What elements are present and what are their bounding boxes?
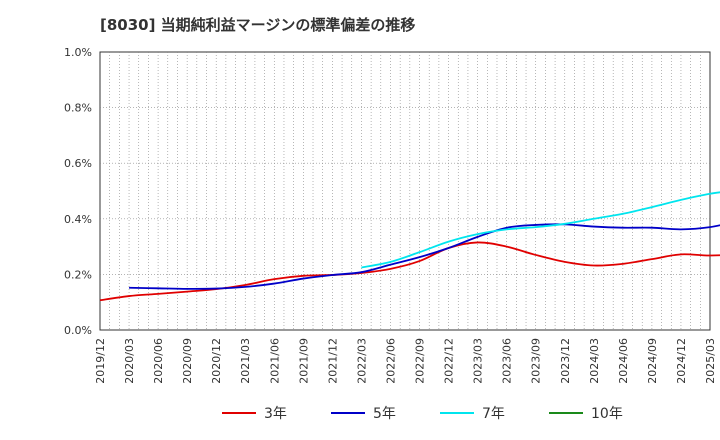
x-tick-label: 2023/06 [501, 338, 514, 384]
x-tick-label: 2021/12 [326, 338, 339, 384]
x-tick-label: 2024/09 [646, 338, 659, 384]
x-tick-label: 2025/03 [704, 338, 717, 384]
series-lines [99, 191, 720, 302]
series-7y-line [361, 191, 720, 269]
y-tick-label: 0.4% [64, 213, 92, 226]
x-tick-label: 2024/03 [588, 338, 601, 384]
x-tick-label: 2021/03 [239, 338, 252, 384]
y-tick-label: 0.0% [64, 324, 92, 337]
plot-area [99, 51, 711, 331]
y-axis: 0.0% 0.2% 0.4% 0.6% 0.8% 1.0% [64, 46, 92, 337]
y-tick-label: 0.6% [64, 157, 92, 170]
x-tick-label: 2023/09 [530, 338, 543, 384]
y-tick-label: 1.0% [64, 46, 92, 59]
chart-title: [8030] 当期純利益マージンの標準偏差の推移 [100, 16, 416, 34]
legend-label: 3年 [264, 406, 287, 422]
x-tick-label: 2020/12 [210, 338, 223, 384]
legend: 3年 5年 7年 10年 [222, 406, 623, 422]
x-axis: 2019/12 2020/03 2020/06 2020/09 2020/12 2021/… [94, 338, 717, 384]
x-tick-label: 2020/03 [123, 338, 136, 384]
x-tick-label: 2019/12 [94, 338, 107, 384]
x-tick-label: 2022/06 [384, 338, 397, 384]
x-tick-label: 2024/06 [617, 338, 630, 384]
x-tick-label: 2020/06 [152, 338, 165, 384]
x-tick-label: 2023/12 [559, 338, 572, 384]
x-tick-label: 2023/03 [472, 338, 485, 384]
legend-label: 5年 [373, 406, 396, 422]
grid-lines [100, 52, 710, 330]
x-tick-label: 2024/12 [675, 338, 688, 384]
x-tick-label: 2021/06 [268, 338, 281, 384]
x-tick-label: 2020/09 [181, 338, 194, 384]
x-tick-label: 2022/12 [443, 338, 456, 384]
y-tick-label: 0.2% [64, 268, 92, 281]
x-tick-label: 2022/09 [414, 338, 427, 384]
x-tick-label: 2021/09 [297, 338, 310, 384]
legend-label: 10年 [591, 406, 623, 422]
y-tick-label: 0.8% [64, 102, 92, 115]
series-5y-line [129, 223, 720, 290]
x-tick-label: 2022/03 [355, 338, 368, 384]
legend-label: 7年 [482, 406, 505, 422]
